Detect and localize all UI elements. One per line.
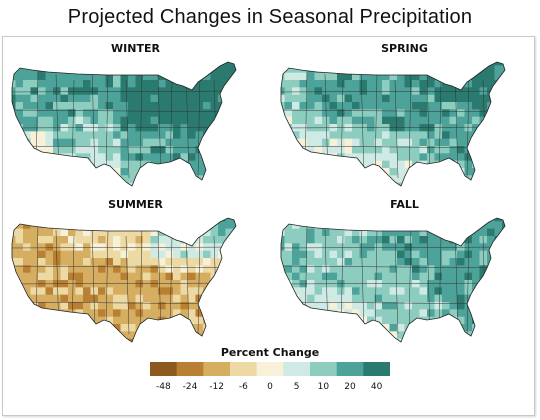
map-panel-spring: SPRING [277, 42, 532, 192]
legend-tick-label: -12 [209, 382, 225, 392]
map-panel-fall: FALL [277, 198, 532, 348]
legend-tick-label: 0 [267, 382, 273, 392]
us-map-winter [11, 61, 237, 187]
legend-swatch-2 [203, 362, 231, 376]
map-panel-winter: WINTER [8, 42, 263, 192]
legend-tick-label: -6 [238, 382, 248, 392]
legend-color-bar [150, 362, 390, 376]
precipitation-field [281, 62, 505, 186]
legend-swatch-1 [176, 362, 204, 376]
legend-swatch-5 [283, 362, 311, 376]
us-outline [11, 217, 237, 343]
us-map-spring [280, 61, 506, 187]
us-map-fall [280, 217, 506, 343]
legend-swatch-7 [336, 362, 364, 376]
legend-tick-label: 5 [293, 382, 300, 392]
precipitation-field [281, 218, 505, 342]
legend-tick-label: 10 [317, 382, 330, 392]
legend-title: Percent Change [220, 346, 320, 359]
us-outline [280, 61, 506, 187]
legend-tick-label: 40 [370, 382, 383, 392]
panel-title: WINTER [111, 42, 160, 55]
legend-tick-label: -24 [182, 382, 198, 392]
precipitation-field [12, 62, 236, 186]
panel-title: SPRING [381, 42, 428, 55]
legend-swatch-3 [230, 362, 257, 376]
panel-title: SUMMER [108, 198, 163, 211]
legend-swatch-4 [256, 362, 284, 376]
legend-tick-labels: -48 -24 -12 -6 0 5 10 20 40 [0, 382, 540, 396]
panel-title: FALL [390, 198, 419, 211]
precipitation-field [12, 218, 236, 342]
map-panel-summer: SUMMER [8, 198, 263, 348]
figure-title: Projected Changes in Seasonal Precipitat… [67, 6, 473, 28]
legend-swatch-8 [363, 362, 390, 376]
us-outline [11, 61, 237, 187]
legend-swatch-0 [150, 362, 177, 376]
legend-tick-label: 20 [344, 382, 356, 392]
legend-tick-label: -48 [155, 382, 171, 392]
us-map-summer [11, 217, 237, 343]
legend-swatch-6 [310, 362, 337, 376]
us-outline [280, 217, 506, 343]
